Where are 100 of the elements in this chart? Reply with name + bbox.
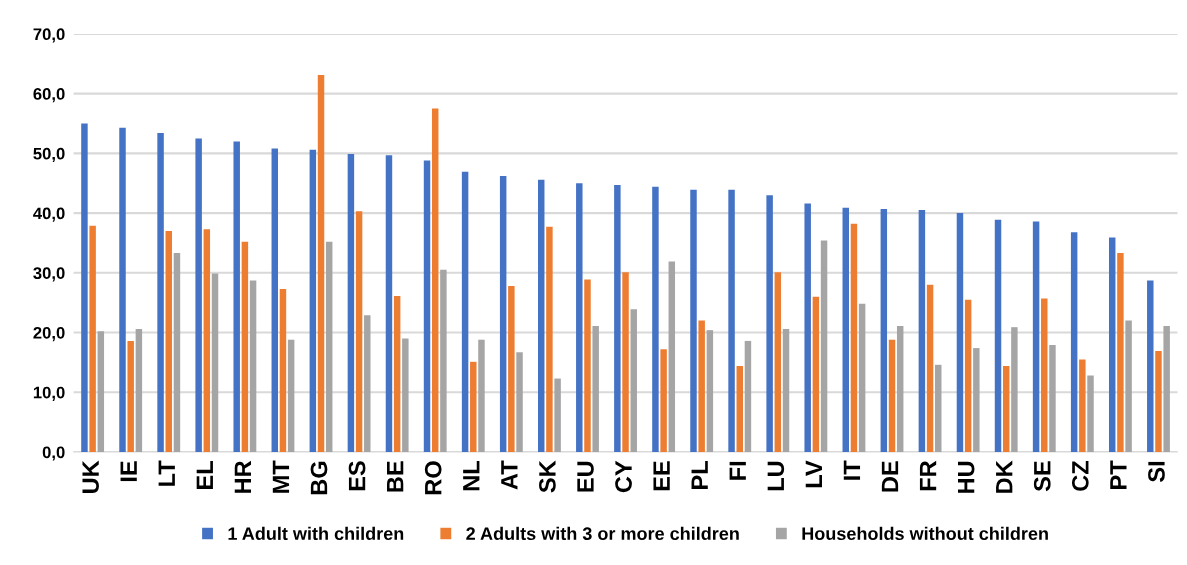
bar [478, 339, 485, 452]
bar [956, 213, 964, 452]
bar [1108, 237, 1116, 452]
y-tick-label: 50,0 [33, 147, 65, 162]
bar [165, 231, 172, 452]
bar [592, 325, 599, 452]
bar [249, 280, 257, 452]
bar [698, 320, 705, 452]
bar [1041, 298, 1048, 452]
x-tick-label: HU [958, 461, 975, 493]
bar [431, 108, 439, 452]
y-tick-label: 60,0 [33, 88, 65, 103]
x-tick-label: EE [653, 461, 670, 491]
bar [347, 153, 355, 452]
x-tick-label: SI [1148, 461, 1165, 482]
bar [211, 273, 219, 452]
bar [584, 279, 591, 452]
y-tick-label: 40,0 [33, 207, 65, 222]
y-tick-label: 10,0 [33, 386, 65, 401]
bar [652, 186, 659, 452]
bar [271, 148, 279, 452]
y-tick-label: 70,0 [33, 28, 65, 43]
x-tick-label: MT [272, 460, 290, 493]
x-tick-label: CZ [1071, 461, 1089, 491]
bar [888, 339, 896, 452]
bar [516, 352, 523, 452]
bar [241, 241, 249, 452]
bar [880, 208, 888, 452]
bar [279, 288, 287, 452]
x-tick-label: CY [615, 460, 632, 493]
bar [355, 211, 363, 452]
x-tick-label: LV [805, 460, 822, 488]
x-tick-label: BG [310, 461, 328, 495]
bar [1079, 359, 1086, 452]
bar [157, 133, 164, 452]
bar [1125, 320, 1132, 452]
bar [630, 309, 637, 452]
bar [1163, 325, 1170, 452]
bar [842, 207, 849, 452]
bar [119, 127, 126, 452]
x-tick-label: DK [996, 460, 1013, 493]
bar [994, 219, 1002, 452]
bar [402, 338, 409, 452]
bar [81, 123, 88, 452]
bar [736, 365, 743, 452]
x-tick-label: LT [158, 460, 175, 486]
bar [1032, 221, 1040, 452]
y-tick-label: 30,0 [33, 267, 65, 282]
y-tick-label: 0,0 [42, 446, 65, 461]
bar [287, 339, 295, 452]
bar [203, 229, 211, 452]
x-tick-label: EL [196, 461, 213, 489]
bar [546, 226, 553, 452]
bar [668, 261, 676, 452]
x-tick-label: LU [767, 461, 785, 491]
bar [850, 223, 858, 452]
bar [393, 296, 401, 452]
bar [317, 75, 325, 452]
x-tick-label: DE [881, 461, 899, 492]
bar [97, 331, 105, 452]
bar [173, 253, 181, 452]
bar [858, 303, 866, 452]
bar [195, 138, 202, 452]
bar [1002, 365, 1010, 452]
bar [364, 315, 371, 452]
x-tick-label: HR [234, 460, 251, 493]
bar [499, 176, 507, 452]
bar [690, 189, 697, 452]
x-tick-label: IE [120, 461, 137, 482]
bar [538, 179, 545, 452]
bar [1087, 375, 1094, 452]
bar [385, 155, 393, 452]
bar [660, 349, 667, 452]
bar [1147, 280, 1154, 452]
x-tick-label: BE [387, 461, 404, 492]
bar [1011, 327, 1018, 452]
legend-label: Households without children [802, 526, 1048, 541]
bar [728, 189, 735, 452]
bar [622, 272, 629, 452]
x-tick-label: UK [82, 460, 99, 494]
x-tick-label: PL [691, 461, 708, 489]
bar [508, 285, 515, 452]
bar [935, 364, 942, 452]
legend-label: 2 Adults with 3 or more children [466, 526, 739, 541]
x-tick-label: EU [577, 461, 594, 492]
x-tick-label: IT [843, 460, 861, 480]
bar [423, 160, 431, 452]
bar [918, 210, 926, 452]
bar [973, 348, 980, 452]
bar [782, 328, 790, 452]
bar [1155, 351, 1162, 452]
x-tick-label: NL [463, 461, 480, 491]
x-tick-label: ES [348, 461, 366, 491]
bar [135, 328, 143, 452]
bar [440, 269, 447, 452]
bar [470, 361, 477, 452]
bar [964, 299, 972, 452]
bar [233, 141, 240, 452]
x-tick-label: RO [424, 461, 442, 495]
bar [127, 340, 134, 452]
